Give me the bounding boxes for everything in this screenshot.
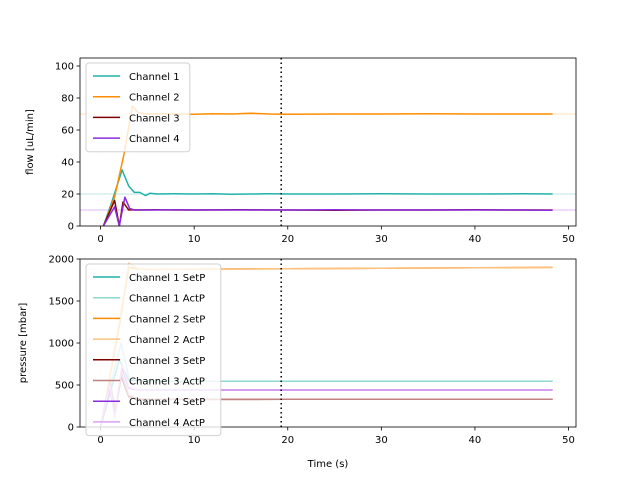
pressure-legend-label: Channel 1 ActP bbox=[129, 294, 205, 305]
pressure-ylabel: pressure [mbar] bbox=[18, 303, 29, 384]
flow-subplot: 0 10 20 30 40 50 0 20 40 60 80 100 flow [uL/min] Ch… bbox=[25, 57, 577, 245]
time-xlabel: Time (s) bbox=[307, 459, 349, 470]
pressure-legend: Channel 1 SetP Channel 1 ActP Channel 2 Se… bbox=[85, 263, 222, 437]
flow-xtick-label: 0 bbox=[97, 234, 103, 245]
pressure-ytick-label: 1500 bbox=[49, 297, 74, 308]
pressure-xtick-label: 30 bbox=[375, 435, 388, 446]
flow-ytick-label: 20 bbox=[61, 190, 74, 201]
pressure-legend-label: Channel 4 SetP bbox=[129, 397, 205, 408]
flow-xtick-label: 40 bbox=[469, 234, 482, 245]
pressure-legend-label: Channel 4 ActP bbox=[129, 418, 205, 429]
flow-axes-frame bbox=[79, 57, 577, 227]
pressure-legend-box bbox=[85, 263, 222, 437]
flow-xtick-label: 50 bbox=[562, 234, 575, 245]
pressure-legend-label: Channel 2 ActP bbox=[129, 335, 205, 346]
pressure-xtick-label: 50 bbox=[562, 435, 575, 446]
flow-legend: Channel 1 Channel 2 Channel 3 Channel 4 bbox=[85, 62, 191, 153]
flow-ytick-label: 0 bbox=[68, 222, 74, 233]
flow-ytick-label: 80 bbox=[61, 94, 74, 105]
pressure-legend-label: Channel 3 ActP bbox=[129, 377, 205, 388]
flow-legend-label: Channel 2 bbox=[129, 93, 180, 104]
flow-legend-label: Channel 4 bbox=[129, 134, 180, 145]
flow-ytick-label: 40 bbox=[61, 158, 74, 169]
flow-legend-label: Channel 3 bbox=[129, 113, 180, 124]
pressure-ytick-label: 1000 bbox=[49, 339, 74, 350]
pressure-ytick-label: 500 bbox=[55, 381, 74, 392]
pressure-legend-label: Channel 2 SetP bbox=[129, 314, 205, 325]
flow-series-line-1 bbox=[102, 169, 553, 226]
pressure-xtick-label: 40 bbox=[469, 435, 482, 446]
pressure-legend-label: Channel 1 SetP bbox=[129, 273, 205, 284]
flow-ytick-label: 60 bbox=[61, 126, 74, 137]
pressure-xtick-label: 20 bbox=[281, 435, 294, 446]
flow-legend-label: Channel 1 bbox=[129, 72, 180, 83]
pressure-ytick-label: 0 bbox=[68, 423, 74, 434]
flow-xtick-label: 30 bbox=[375, 234, 388, 245]
pressure-xtick-label: 10 bbox=[188, 435, 201, 446]
flow-xtick-label: 10 bbox=[188, 234, 201, 245]
flow-ytick-label: 100 bbox=[55, 62, 74, 73]
flow-xtick-label: 20 bbox=[281, 234, 294, 245]
flow-ylabel: flow [uL/min] bbox=[25, 109, 36, 175]
flow-series-line-4 bbox=[102, 196, 553, 226]
pressure-legend-label: Channel 3 SetP bbox=[129, 356, 205, 367]
pressure-ytick-label: 2000 bbox=[49, 255, 74, 266]
pressure-xtick-label: 0 bbox=[97, 435, 103, 446]
flow-legend-box bbox=[85, 62, 191, 153]
